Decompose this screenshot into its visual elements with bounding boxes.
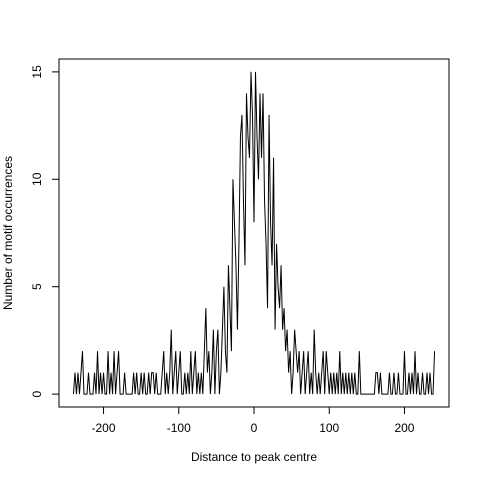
x-axis-label: Distance to peak centre: [191, 450, 317, 464]
y-tick-label: 5: [30, 283, 44, 290]
x-tick-label: 0: [251, 421, 258, 435]
data-line: [72, 71, 436, 395]
plot-box: [58, 58, 450, 408]
y-tick-label: 10: [30, 172, 44, 186]
x-tick-label: 100: [319, 421, 339, 435]
x-tick-label: -200: [92, 421, 116, 435]
y-tick-label: 0: [30, 390, 44, 397]
x-tick-label: 200: [394, 421, 414, 435]
y-tick-label: 15: [30, 65, 44, 79]
y-axis-label: Number of motif occurrences: [1, 156, 15, 310]
x-tick-label: -100: [167, 421, 191, 435]
